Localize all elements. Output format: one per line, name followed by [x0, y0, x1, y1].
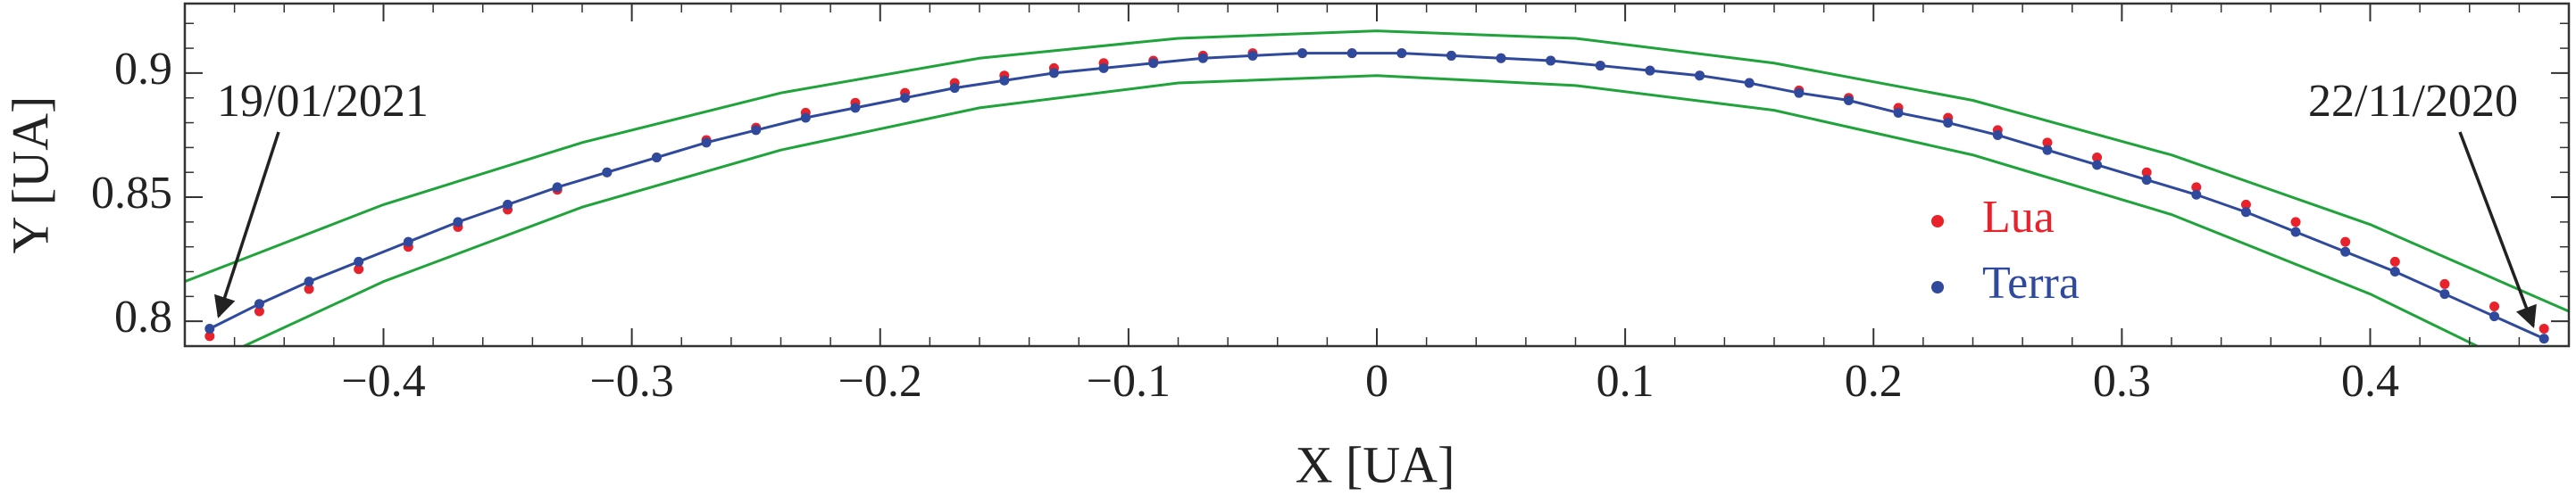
point	[403, 236, 413, 247]
x-tick-label: −0.3	[589, 356, 673, 407]
point	[503, 199, 513, 210]
legend-marker	[1931, 281, 1944, 293]
y-tick-label: 0.8	[114, 292, 172, 343]
point	[2092, 153, 2103, 163]
series-line	[209, 52, 2545, 341]
y-tick-label: 0.85	[91, 168, 172, 219]
point	[2439, 289, 2450, 300]
point	[1546, 55, 1556, 66]
x-tick-label: −0.1	[1087, 356, 1171, 407]
point	[254, 306, 264, 317]
point	[2141, 167, 2152, 178]
point	[254, 299, 264, 310]
point	[1048, 68, 1059, 78]
point	[602, 167, 613, 178]
point	[2340, 246, 2351, 257]
point	[453, 217, 463, 227]
point	[2092, 160, 2103, 170]
point	[2290, 217, 2301, 227]
x-tick-label: 0.1	[1596, 356, 1655, 407]
annotation: 19/01/2021	[217, 76, 429, 127]
point	[1943, 118, 1954, 128]
point	[850, 103, 861, 113]
x-tick-label: −0.2	[838, 356, 922, 407]
point	[999, 75, 1010, 86]
legend-label: Lua	[1982, 192, 2055, 243]
point	[751, 125, 762, 136]
point	[2389, 256, 2400, 267]
x-tick-label: −0.4	[341, 356, 425, 407]
point	[204, 324, 215, 335]
point	[1346, 48, 1357, 59]
point	[2141, 175, 2152, 186]
point	[2290, 227, 2301, 237]
point	[304, 284, 314, 294]
point	[304, 277, 314, 287]
x-tick-label: 0.4	[2341, 356, 2399, 407]
legend-marker	[1931, 215, 1944, 227]
point	[1744, 78, 1755, 88]
point	[2240, 199, 2251, 210]
point	[2042, 145, 2053, 155]
plot-frame	[183, 2, 2571, 348]
y-axis-label: Y [UA]	[1, 96, 59, 254]
x-tick-label: 0.2	[1845, 356, 1903, 407]
x-tick-label: 0	[1365, 356, 1388, 407]
point	[1992, 129, 2003, 140]
point	[2191, 182, 2202, 193]
point	[900, 93, 911, 103]
point	[1595, 61, 1605, 71]
point	[1794, 87, 1805, 98]
point	[2538, 334, 2549, 344]
point	[354, 256, 364, 267]
point	[2439, 278, 2450, 289]
point	[1843, 95, 1854, 106]
point	[2489, 301, 2500, 311]
legend-label: Terra	[1982, 258, 2080, 309]
annotation-arrow	[213, 131, 280, 318]
point	[701, 137, 712, 148]
point	[1695, 70, 1705, 81]
annotation: 22/11/2020	[2308, 76, 2518, 127]
point	[1496, 53, 1506, 63]
point	[2538, 324, 2549, 335]
point	[1148, 58, 1159, 69]
point	[1645, 65, 1655, 76]
plot-area	[185, 29, 2569, 346]
point	[552, 182, 563, 193]
point	[2489, 311, 2500, 322]
x-tick-label: 0.3	[2093, 356, 2151, 407]
point	[1247, 50, 1258, 61]
point	[651, 153, 662, 163]
point	[1197, 53, 1208, 63]
point	[354, 264, 364, 275]
point	[2340, 236, 2351, 247]
y-tick-label: 0.9	[114, 44, 172, 95]
point	[949, 83, 960, 94]
point	[800, 112, 811, 123]
band-line	[185, 29, 2569, 313]
x-axis-label: X [UA]	[1296, 435, 1455, 493]
point	[1893, 107, 1904, 118]
point	[1446, 50, 1456, 61]
point	[204, 331, 215, 342]
point	[1396, 48, 1407, 59]
point	[1297, 48, 1308, 59]
point	[1098, 62, 1109, 73]
annotation-arrow	[2458, 131, 2537, 328]
point	[2042, 137, 2053, 148]
point	[2240, 207, 2251, 218]
band-line	[240, 74, 2480, 346]
point	[2191, 189, 2202, 200]
point	[2389, 267, 2400, 277]
